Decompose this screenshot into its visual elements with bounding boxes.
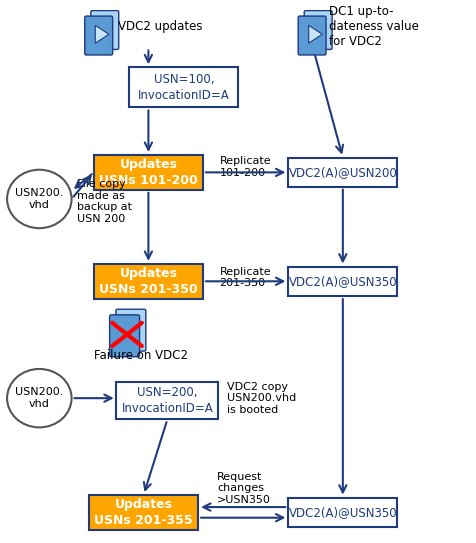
Text: Replicate
201-350: Replicate 201-350	[219, 267, 270, 288]
Text: VDC2(A)@USN200: VDC2(A)@USN200	[288, 166, 397, 179]
FancyBboxPatch shape	[109, 315, 139, 357]
FancyBboxPatch shape	[288, 158, 397, 187]
Text: USN200.
vhd: USN200. vhd	[15, 188, 63, 210]
FancyBboxPatch shape	[90, 10, 119, 49]
Text: Replicate
101-200: Replicate 101-200	[219, 156, 270, 178]
Text: Request
changes
>USN350: Request changes >USN350	[217, 472, 270, 505]
Text: File copy
made as
backup at
USN 200: File copy made as backup at USN 200	[77, 179, 132, 224]
Text: Updates
USNs 201-350: Updates USNs 201-350	[99, 267, 197, 296]
Text: Failure on VDC2: Failure on VDC2	[94, 349, 188, 362]
Text: Updates
USNs 101-200: Updates USNs 101-200	[99, 158, 198, 187]
Polygon shape	[95, 26, 109, 43]
FancyBboxPatch shape	[288, 267, 397, 296]
FancyBboxPatch shape	[94, 155, 202, 190]
Polygon shape	[308, 26, 322, 43]
Text: USN=200,
InvocationID=A: USN=200, InvocationID=A	[121, 386, 213, 415]
Text: VDC2(A)@USN350: VDC2(A)@USN350	[288, 506, 397, 519]
Text: VDC2 updates: VDC2 updates	[117, 20, 202, 33]
FancyBboxPatch shape	[298, 16, 326, 55]
FancyBboxPatch shape	[85, 16, 112, 55]
FancyBboxPatch shape	[304, 10, 331, 49]
Ellipse shape	[7, 369, 71, 427]
Ellipse shape	[7, 170, 71, 228]
FancyBboxPatch shape	[288, 498, 397, 527]
FancyBboxPatch shape	[94, 264, 202, 299]
FancyBboxPatch shape	[116, 382, 218, 419]
Text: DC1 up-to-
dateness value
for VDC2: DC1 up-to- dateness value for VDC2	[328, 5, 417, 48]
FancyBboxPatch shape	[116, 309, 146, 351]
Text: Updates
USNs 201-355: Updates USNs 201-355	[94, 498, 193, 527]
FancyBboxPatch shape	[89, 495, 198, 529]
Text: VDC2(A)@USN350: VDC2(A)@USN350	[288, 275, 397, 288]
Text: USN200.
vhd: USN200. vhd	[15, 387, 63, 409]
FancyBboxPatch shape	[129, 67, 238, 108]
Text: VDC2 copy
USN200.vhd
is booted: VDC2 copy USN200.vhd is booted	[226, 382, 295, 415]
Text: USN=100,
InvocationID=A: USN=100, InvocationID=A	[138, 73, 229, 102]
